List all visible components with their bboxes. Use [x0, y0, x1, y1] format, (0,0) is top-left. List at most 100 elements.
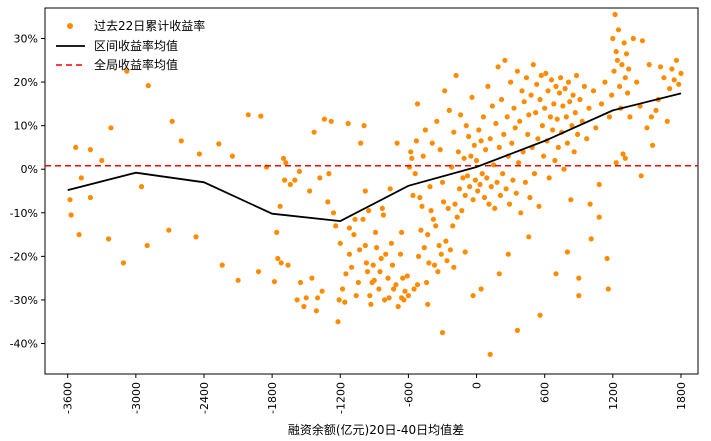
scatter-point: [503, 186, 509, 192]
scatter-point: [391, 286, 397, 292]
scatter-point: [475, 188, 481, 194]
scatter-point: [351, 232, 357, 238]
scatter-point: [422, 127, 428, 133]
scatter-point: [534, 81, 540, 87]
scatter-point: [339, 286, 346, 292]
scatter-point: [196, 151, 202, 157]
x-tick-label: 1800: [675, 382, 688, 410]
scatter-point: [605, 286, 611, 292]
scatter-point: [453, 72, 459, 79]
scatter-point: [352, 216, 358, 222]
scatter-point: [508, 79, 514, 85]
scatter-point: [545, 88, 551, 94]
scatter-point: [512, 125, 518, 131]
scatter-point: [413, 138, 419, 144]
y-tick-label: 20%: [14, 76, 38, 89]
scatter-point: [552, 157, 558, 164]
scatter-point: [383, 251, 389, 257]
scatter-point: [528, 92, 534, 98]
scatter-point: [445, 205, 451, 211]
scatter-point: [450, 223, 456, 229]
scatter-point: [558, 75, 564, 81]
scatter-point: [166, 227, 172, 233]
scatter-point: [106, 236, 112, 242]
scatter-point: [564, 249, 571, 255]
scatter-point: [554, 116, 560, 122]
scatter-point: [461, 155, 467, 161]
scatter-point: [303, 295, 309, 301]
scatter-point: [553, 271, 559, 277]
scatter-point: [519, 88, 525, 94]
scatter-point: [469, 94, 475, 100]
scatter-point: [619, 62, 625, 68]
scatter-point: [586, 105, 592, 111]
scatter-point: [444, 258, 450, 264]
scatter-point: [355, 279, 361, 286]
scatter-point: [87, 147, 93, 153]
scatter-point: [462, 192, 468, 198]
scatter-point: [511, 105, 517, 111]
scatter-point: [542, 105, 548, 111]
scatter-point: [644, 125, 650, 131]
scatter-point: [464, 173, 471, 179]
scatter-point: [337, 240, 343, 246]
scatter-point: [522, 179, 529, 185]
scatter-point: [325, 199, 331, 205]
scatter-point: [421, 245, 427, 251]
scatter-point: [538, 72, 544, 79]
scatter-point: [517, 118, 523, 124]
x-tick-label: -2400: [198, 382, 211, 414]
scatter-point: [657, 64, 664, 70]
scatter-point: [294, 297, 300, 303]
scatter-point: [317, 175, 323, 181]
scatter-point: [497, 192, 503, 198]
scatter-point: [669, 66, 675, 72]
scatter-point: [416, 253, 422, 259]
scatter-point: [536, 203, 542, 209]
scatter-point: [67, 197, 73, 203]
x-axis: -3600 -3000 -2400 -1800 -1200 -600 0 600 1200 180…: [62, 374, 688, 414]
scatter-point: [539, 123, 546, 129]
scatter-point: [219, 262, 225, 268]
scatter-point: [277, 203, 283, 209]
scatter-point: [412, 171, 418, 177]
scatter-point: [460, 175, 466, 181]
scatter-point: [617, 83, 623, 89]
scatter-point: [505, 251, 511, 257]
scatter-point: [555, 144, 561, 150]
scatter-point: [343, 271, 349, 277]
scatter-point: [452, 201, 458, 207]
scatter-point: [414, 101, 421, 107]
scatter-point: [307, 188, 313, 194]
scatter-point: [484, 175, 490, 181]
scatter-point: [313, 308, 319, 314]
scatter-point: [374, 245, 380, 251]
y-tick-label: 30%: [14, 33, 38, 46]
scatter-point: [76, 232, 82, 238]
scatter-point: [625, 90, 631, 96]
x-tick-label: 600: [539, 382, 552, 403]
scatter-point: [397, 251, 404, 257]
scatter-point: [414, 282, 421, 288]
scatter-point: [489, 103, 495, 109]
scatter-point: [610, 35, 616, 42]
scatter-point: [439, 330, 446, 336]
scatter-point: [576, 293, 582, 299]
y-tick-label: -20%: [10, 250, 38, 263]
scatter-point: [473, 157, 480, 164]
scatter-point: [447, 247, 453, 253]
scatter-point: [613, 160, 619, 166]
scatter-point: [425, 232, 431, 238]
scatter-point: [255, 269, 262, 275]
scatter-point: [584, 136, 590, 142]
scatter-point: [378, 255, 384, 262]
scatter-point: [455, 149, 461, 155]
scatter-point: [480, 114, 486, 120]
scatter-point: [653, 107, 659, 113]
scatter-point: [395, 303, 401, 310]
scatter-point: [297, 279, 304, 286]
scatter-point: [441, 199, 447, 205]
scatter-point: [376, 286, 382, 292]
scatter-point: [569, 123, 575, 129]
scatter-point: [496, 144, 502, 150]
